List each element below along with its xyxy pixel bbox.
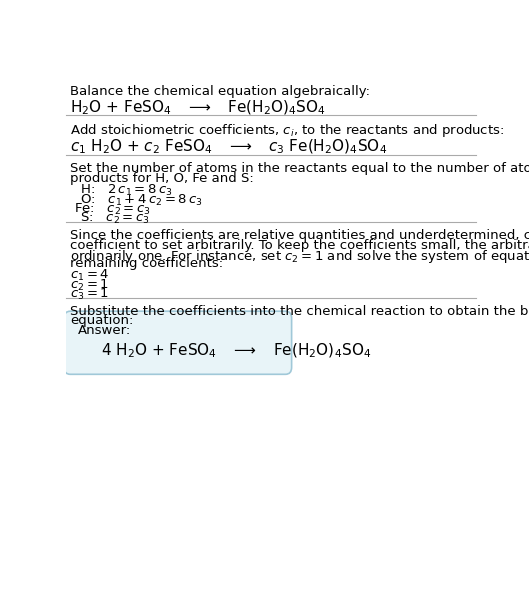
Text: H$_2$O + FeSO$_4$   $\longrightarrow$   Fe(H$_2$O)$_4$SO$_4$: H$_2$O + FeSO$_4$ $\longrightarrow$ Fe(H… [70, 98, 326, 117]
Text: 4 H$_2$O + FeSO$_4$   $\longrightarrow$   Fe(H$_2$O)$_4$SO$_4$: 4 H$_2$O + FeSO$_4$ $\longrightarrow$ Fe… [101, 342, 371, 360]
Text: Balance the chemical equation algebraically:: Balance the chemical equation algebraica… [70, 84, 370, 98]
Text: equation:: equation: [70, 314, 134, 328]
Text: Since the coefficients are relative quantities and underdetermined, choose a: Since the coefficients are relative quan… [70, 229, 529, 242]
Text: Set the number of atoms in the reactants equal to the number of atoms in the: Set the number of atoms in the reactants… [70, 161, 529, 175]
FancyBboxPatch shape [64, 311, 291, 375]
Text: H:   $2\,c_1 = 8\,c_3$: H: $2\,c_1 = 8\,c_3$ [76, 183, 173, 198]
Text: Fe:   $c_2 = c_3$: Fe: $c_2 = c_3$ [74, 202, 151, 217]
Text: $c_3 = 1$: $c_3 = 1$ [70, 287, 110, 302]
Text: Substitute the coefficients into the chemical reaction to obtain the balanced: Substitute the coefficients into the che… [70, 305, 529, 318]
Text: Add stoichiometric coefficients, $c_i$, to the reactants and products:: Add stoichiometric coefficients, $c_i$, … [70, 122, 505, 139]
Text: Answer:: Answer: [78, 324, 131, 337]
Text: products for H, O, Fe and S:: products for H, O, Fe and S: [70, 172, 254, 185]
Text: remaining coefficients:: remaining coefficients: [70, 257, 223, 271]
Text: O:   $c_1 + 4\,c_2 = 8\,c_3$: O: $c_1 + 4\,c_2 = 8\,c_3$ [76, 192, 203, 208]
Text: $c_1$ H$_2$O + $c_2$ FeSO$_4$   $\longrightarrow$   $c_3$ Fe(H$_2$O)$_4$SO$_4$: $c_1$ H$_2$O + $c_2$ FeSO$_4$ $\longrigh… [70, 137, 387, 156]
Text: $c_2 = 1$: $c_2 = 1$ [70, 277, 110, 293]
Text: ordinarily one. For instance, set $c_2 = 1$ and solve the system of equations fo: ordinarily one. For instance, set $c_2 =… [70, 248, 529, 265]
Text: $c_1 = 4$: $c_1 = 4$ [70, 268, 110, 283]
Text: coefficient to set arbitrarily. To keep the coefficients small, the arbitrary va: coefficient to set arbitrarily. To keep … [70, 239, 529, 252]
Text: S:   $c_2 = c_3$: S: $c_2 = c_3$ [76, 211, 150, 226]
